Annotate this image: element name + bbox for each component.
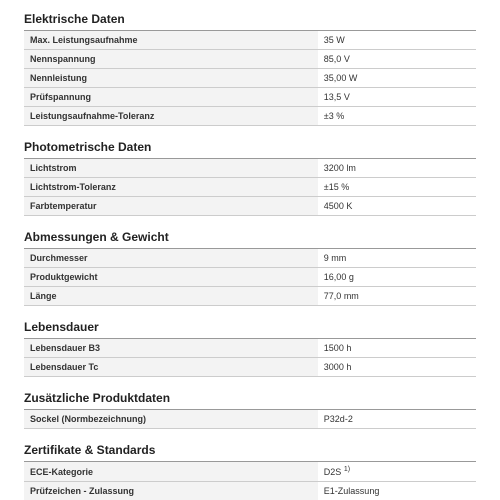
- spec-label: Lebensdauer Tc: [24, 358, 318, 377]
- table-row: Lebensdauer Tc3000 h: [24, 358, 476, 377]
- section-elektrische-daten: Elektrische Daten Max. Leistungsaufnahme…: [24, 12, 476, 126]
- spec-value: 35,00 W: [318, 69, 476, 88]
- table-row: Prüfzeichen - ZulassungE1-Zulassung: [24, 482, 476, 500]
- table-row: Farbtemperatur4500 K: [24, 197, 476, 216]
- table-row: Max. Leistungsaufnahme35 W: [24, 31, 476, 50]
- spec-label: Lichtstrom-Toleranz: [24, 178, 318, 197]
- spec-value: 9 mm: [318, 249, 476, 268]
- table-row: Durchmesser9 mm: [24, 249, 476, 268]
- section-title: Elektrische Daten: [24, 12, 476, 31]
- section-lebensdauer: Lebensdauer Lebensdauer B31500 h Lebensd…: [24, 320, 476, 377]
- spec-label: Leistungsaufnahme-Toleranz: [24, 107, 318, 126]
- section-zertifikate-standards: Zertifikate & Standards ECE-Kategorie D2…: [24, 443, 476, 500]
- spec-value: 85,0 V: [318, 50, 476, 69]
- spec-label: Sockel (Normbezeichnung): [24, 410, 318, 429]
- spec-label: Prüfzeichen - Zulassung: [24, 482, 318, 500]
- section-title: Lebensdauer: [24, 320, 476, 339]
- spec-label: Lebensdauer B3: [24, 339, 318, 358]
- spec-value: 3200 lm: [318, 159, 476, 178]
- footnote-marker: 1): [344, 466, 350, 473]
- spec-value: 3000 h: [318, 358, 476, 377]
- section-title: Abmessungen & Gewicht: [24, 230, 476, 249]
- spec-value-text: D2S: [324, 467, 344, 477]
- spec-value: 4500 K: [318, 197, 476, 216]
- spec-label: Lichtstrom: [24, 159, 318, 178]
- table-row: Sockel (Normbezeichnung)P32d-2: [24, 410, 476, 429]
- section-title: Zertifikate & Standards: [24, 443, 476, 462]
- spec-label: Nennleistung: [24, 69, 318, 88]
- spec-label: Durchmesser: [24, 249, 318, 268]
- spec-label: Produktgewicht: [24, 268, 318, 287]
- spec-value: 1500 h: [318, 339, 476, 358]
- spec-value: P32d-2: [318, 410, 476, 429]
- spec-table: ECE-Kategorie D2S 1) Prüfzeichen - Zulas…: [24, 462, 476, 500]
- table-row: Nennleistung35,00 W: [24, 69, 476, 88]
- spec-label: ECE-Kategorie: [24, 462, 318, 482]
- spec-value: D2S 1): [318, 462, 476, 482]
- table-row: Produktgewicht16,00 g: [24, 268, 476, 287]
- spec-table: Max. Leistungsaufnahme35 W Nennspannung8…: [24, 31, 476, 126]
- section-title: Photometrische Daten: [24, 140, 476, 159]
- spec-value: 13,5 V: [318, 88, 476, 107]
- table-row: Nennspannung85,0 V: [24, 50, 476, 69]
- section-photometrische-daten: Photometrische Daten Lichtstrom3200 lm L…: [24, 140, 476, 216]
- spec-label: Farbtemperatur: [24, 197, 318, 216]
- section-zusaetzliche-produktdaten: Zusätzliche Produktdaten Sockel (Normbez…: [24, 391, 476, 429]
- spec-table: Lebensdauer B31500 h Lebensdauer Tc3000 …: [24, 339, 476, 377]
- table-row: ECE-Kategorie D2S 1): [24, 462, 476, 482]
- spec-value: E1-Zulassung: [318, 482, 476, 500]
- spec-label: Länge: [24, 287, 318, 306]
- spec-label: Max. Leistungsaufnahme: [24, 31, 318, 50]
- spec-label: Nennspannung: [24, 50, 318, 69]
- table-row: Prüfspannung13,5 V: [24, 88, 476, 107]
- table-row: Lebensdauer B31500 h: [24, 339, 476, 358]
- spec-value: ±15 %: [318, 178, 476, 197]
- table-row: Leistungsaufnahme-Toleranz±3 %: [24, 107, 476, 126]
- spec-label: Prüfspannung: [24, 88, 318, 107]
- table-row: Lichtstrom-Toleranz±15 %: [24, 178, 476, 197]
- section-abmessungen-gewicht: Abmessungen & Gewicht Durchmesser9 mm Pr…: [24, 230, 476, 306]
- spec-table: Lichtstrom3200 lm Lichtstrom-Toleranz±15…: [24, 159, 476, 216]
- spec-value: 16,00 g: [318, 268, 476, 287]
- spec-value: 35 W: [318, 31, 476, 50]
- spec-table: Sockel (Normbezeichnung)P32d-2: [24, 410, 476, 429]
- spec-value: 77,0 mm: [318, 287, 476, 306]
- table-row: Länge77,0 mm: [24, 287, 476, 306]
- spec-sheet: Elektrische Daten Max. Leistungsaufnahme…: [0, 0, 500, 500]
- table-row: Lichtstrom3200 lm: [24, 159, 476, 178]
- section-title: Zusätzliche Produktdaten: [24, 391, 476, 410]
- spec-value: ±3 %: [318, 107, 476, 126]
- spec-table: Durchmesser9 mm Produktgewicht16,00 g Lä…: [24, 249, 476, 306]
